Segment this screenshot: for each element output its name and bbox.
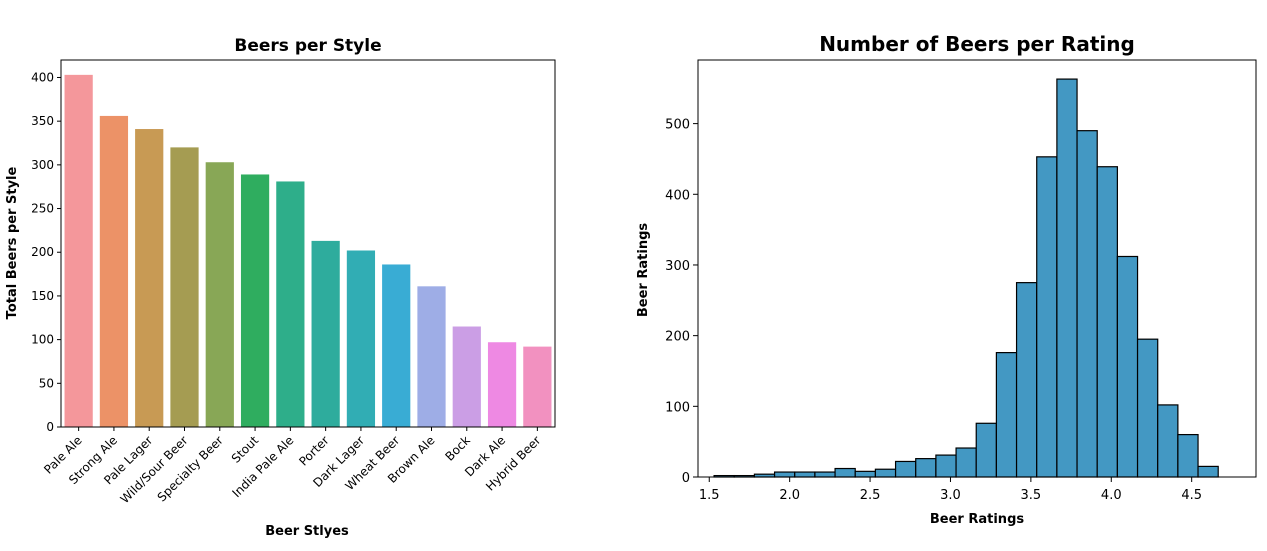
y-axis-ticks: 0 50 100 150 200 250 300 350 400 [31,70,61,434]
y-tick-label: 50 [39,376,54,390]
bar [523,346,552,427]
bar [487,342,517,427]
y-tick-label: 200 [665,330,690,345]
histogram-bin [1116,255,1139,478]
histogram-bin [1015,282,1038,478]
x-tick-label: Stout [229,433,262,466]
histogram-bin [773,471,796,478]
histogram-bin [854,470,877,478]
x-tick-label: India Pale Ale [229,433,296,500]
bar [99,115,129,427]
histogram-bin [814,471,836,478]
bar-group [64,74,552,427]
histogram-bin [1096,166,1118,478]
histogram-bin [935,454,957,478]
bar [417,286,446,427]
bar [205,162,234,427]
y-tick-label: 400 [31,70,54,84]
chart-title: Beers per Style [234,36,381,56]
bar [240,174,270,427]
y-tick-label: 100 [665,400,690,415]
plot-frame [697,59,1257,478]
histogram-bin [1136,338,1159,478]
bar [346,250,376,427]
histogram-bin [995,352,1018,478]
histogram-bins [713,78,1219,478]
x-tick-label: 4.5 [1181,488,1202,503]
y-tick-label: 100 [31,333,54,347]
bar [135,129,164,427]
histogram-bin [975,422,997,478]
histogram-bin [1036,156,1058,478]
x-tick-label: 4.0 [1101,488,1122,503]
x-axis-label: Beer Stlyes [265,524,349,539]
y-tick-label: 350 [31,114,54,128]
y-tick-label: 250 [31,202,54,216]
histogram-bin [1157,404,1179,478]
chart-title: Number of Beers per Rating [819,32,1135,56]
histogram-bin [1056,78,1078,478]
y-tick-label: 300 [665,259,690,274]
y-tick-label: 400 [665,188,690,203]
y-axis-label: Total Beers per Style [5,167,20,320]
x-tick-label: Bock [442,433,473,464]
bar [452,326,481,427]
x-tick-label: 2.5 [860,488,881,503]
y-axis-ticks: 0 100 200 300 400 500 [665,118,698,486]
histogram-bin [794,471,816,478]
histogram-bin [894,460,917,478]
y-tick-label: 150 [31,289,54,303]
x-axis-label: Beer Ratings [930,512,1024,527]
histogram-bin [955,447,977,478]
y-tick-label: 0 [46,420,54,434]
bar [64,74,93,427]
plot-frame [60,59,556,428]
chart-beers-per-rating: 0 100 200 300 400 500 1.5 2.0 2.5 3.0 3.5 4.0 4.5 N… [636,32,1257,527]
chart-beers-per-style: 0 50 100 150 200 250 300 350 400 Pale AleStrong … [5,36,556,539]
histogram-bin [1177,433,1199,478]
y-tick-label: 0 [682,471,690,486]
x-tick-label: 2.0 [779,488,800,503]
bar [170,147,199,427]
histogram-bin [1197,465,1219,478]
y-tick-label: 200 [31,245,54,259]
bar [382,264,411,427]
histogram-bin [874,468,897,478]
y-tick-label: 300 [31,158,54,172]
histogram-bin [834,467,856,478]
histogram-bin [1076,130,1098,478]
histogram-bin [915,458,937,478]
x-tick-label: 1.5 [699,488,720,503]
x-tick-label: Specialty Beer [155,433,226,504]
y-axis-label: Beer Ratings [636,223,651,317]
bar [276,181,305,427]
y-tick-label: 500 [665,118,690,133]
bar [311,240,340,427]
x-tick-label: 3.5 [1021,488,1042,503]
x-tick-label: 3.0 [940,488,961,503]
x-axis-ticks: 1.5 2.0 2.5 3.0 3.5 4.0 4.5 [699,477,1202,503]
